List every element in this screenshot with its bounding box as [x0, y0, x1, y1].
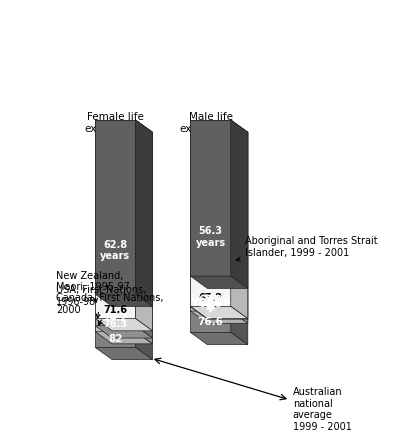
Polygon shape	[95, 120, 135, 319]
Text: 56.3
years: 56.3 years	[196, 226, 226, 248]
Polygon shape	[135, 120, 152, 344]
Polygon shape	[231, 120, 248, 289]
Polygon shape	[231, 120, 248, 324]
Polygon shape	[231, 120, 248, 345]
Polygon shape	[135, 120, 152, 306]
Text: 67.4: 67.4	[199, 294, 223, 305]
Text: 76.6: 76.6	[198, 316, 223, 327]
Polygon shape	[190, 311, 248, 324]
Text: 67.2: 67.2	[199, 293, 223, 303]
Polygon shape	[95, 120, 135, 294]
Text: 82: 82	[108, 335, 123, 344]
Polygon shape	[95, 120, 135, 326]
Text: 71.6: 71.6	[103, 305, 127, 316]
Polygon shape	[231, 120, 248, 319]
Polygon shape	[95, 332, 152, 344]
Text: 62.8
years: 62.8 years	[100, 240, 130, 261]
Polygon shape	[95, 319, 152, 331]
Polygon shape	[190, 276, 248, 289]
Text: Canada, First Nations,
2000: Canada, First Nations, 2000	[56, 293, 164, 325]
Polygon shape	[135, 120, 152, 360]
Polygon shape	[190, 120, 231, 332]
Polygon shape	[135, 120, 152, 338]
Text: Aboriginal and Torres Strait
Islander, 1999 - 2001: Aboriginal and Torres Strait Islander, 1…	[236, 236, 377, 261]
Polygon shape	[190, 120, 231, 306]
Text: Male life
expectation: Male life expectation	[180, 112, 241, 134]
Polygon shape	[95, 347, 152, 360]
Polygon shape	[190, 332, 248, 345]
Polygon shape	[231, 120, 248, 319]
Text: USA, First Nations,
1996-98: USA, First Nations, 1996-98	[56, 285, 147, 318]
Polygon shape	[190, 120, 231, 276]
Polygon shape	[190, 120, 231, 307]
Polygon shape	[190, 306, 248, 319]
Text: YEARS: YEARS	[190, 298, 231, 309]
Text: New Zealand,
Maori, 1995-97: New Zealand, Maori, 1995-97	[56, 271, 130, 302]
Polygon shape	[135, 120, 152, 331]
Text: Female life
expectation: Female life expectation	[84, 112, 146, 134]
Text: Australian
national
average
1999 - 2001: Australian national average 1999 - 2001	[155, 358, 352, 432]
Polygon shape	[95, 294, 152, 306]
Polygon shape	[95, 326, 152, 338]
Polygon shape	[190, 120, 231, 311]
Text: 74.2: 74.2	[103, 313, 127, 324]
Text: 68.9: 68.9	[199, 299, 223, 309]
Polygon shape	[95, 120, 135, 347]
Polygon shape	[95, 120, 135, 332]
Polygon shape	[190, 307, 248, 319]
Text: 76.3: 76.3	[103, 319, 127, 329]
